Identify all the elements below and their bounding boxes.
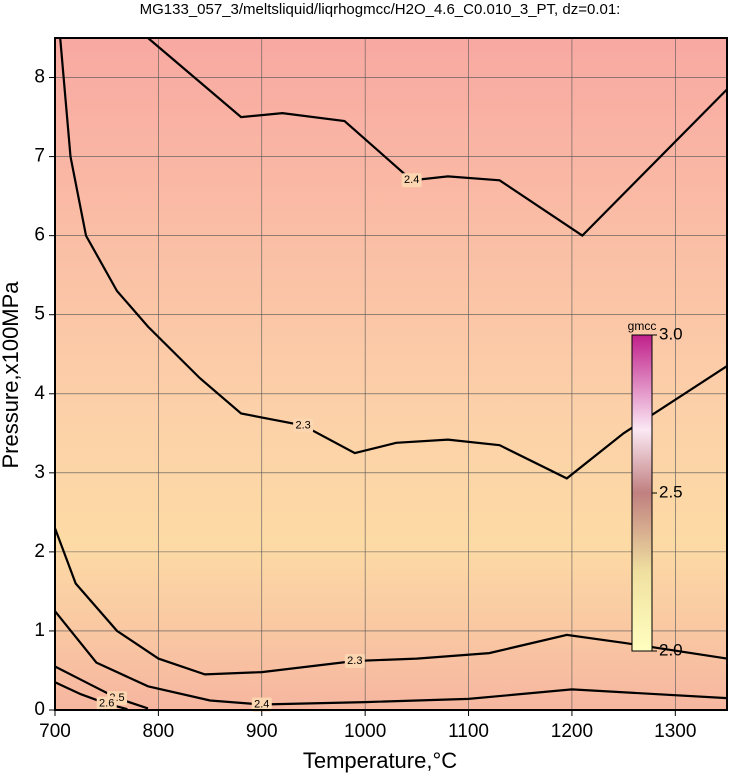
- x-tick-label: 900: [246, 721, 278, 742]
- contour-label-bg: [293, 418, 314, 433]
- chart-title: MG133_057_3/meltsliquid/liqrhogmcc/H2O_4…: [140, 1, 621, 18]
- colorbar: gmcc 3.0 2.5 2.0: [628, 319, 683, 659]
- x-tick-label: 800: [143, 721, 175, 742]
- y-tick-label: 4: [34, 383, 45, 404]
- contour-label: 2.6: [99, 698, 114, 710]
- y-tick-label: 5: [34, 304, 45, 325]
- y-tick-label: 3: [34, 462, 45, 483]
- colorbar-tick-label: 2.5: [659, 482, 683, 501]
- colorbar-tick-label: 3.0: [659, 324, 683, 343]
- contour-label: 2.3: [295, 419, 310, 431]
- x-tick-label: 700: [39, 721, 71, 742]
- contour-line: [54, 665, 149, 710]
- contour-line: [53, 527, 728, 676]
- x-tick-label: 1100: [448, 721, 489, 742]
- plot-background: [55, 38, 727, 710]
- contour-label-bg: [251, 697, 272, 712]
- x-tick-label: 1000: [344, 721, 386, 742]
- y-tick-label: 6: [34, 225, 45, 246]
- y-tick-label: 7: [34, 146, 45, 167]
- contour-line: [54, 681, 128, 711]
- plot-frame: [54, 37, 728, 711]
- colorbar-label: gmcc: [628, 319, 657, 333]
- colorbar-scale: [631, 334, 653, 652]
- y-tick-label: 1: [34, 620, 45, 641]
- grid: [54, 38, 727, 711]
- y-tick-label: 2: [34, 541, 45, 562]
- colorbar-tick-label: 2.0: [659, 640, 683, 659]
- contour-label-bg: [96, 696, 117, 711]
- contours: 2.4 2.3 2.3 2.4 2.5 2.6: [53, 37, 728, 712]
- y-tick-label: 8: [34, 67, 45, 88]
- x-tick-label: 1300: [654, 721, 696, 742]
- contour-label-bg: [344, 653, 365, 668]
- contour-label-bg: [401, 173, 422, 188]
- y-tick-label: 0: [34, 699, 45, 720]
- contour-label: 2.4: [404, 174, 419, 186]
- y-axis-label: Pressure,x100MPa: [0, 281, 23, 469]
- x-axis-label: Temperature,°C: [303, 748, 457, 773]
- x-tick-label: 1200: [551, 721, 593, 742]
- contour-label: 2.3: [347, 655, 362, 667]
- contour-label: 2.4: [254, 698, 269, 710]
